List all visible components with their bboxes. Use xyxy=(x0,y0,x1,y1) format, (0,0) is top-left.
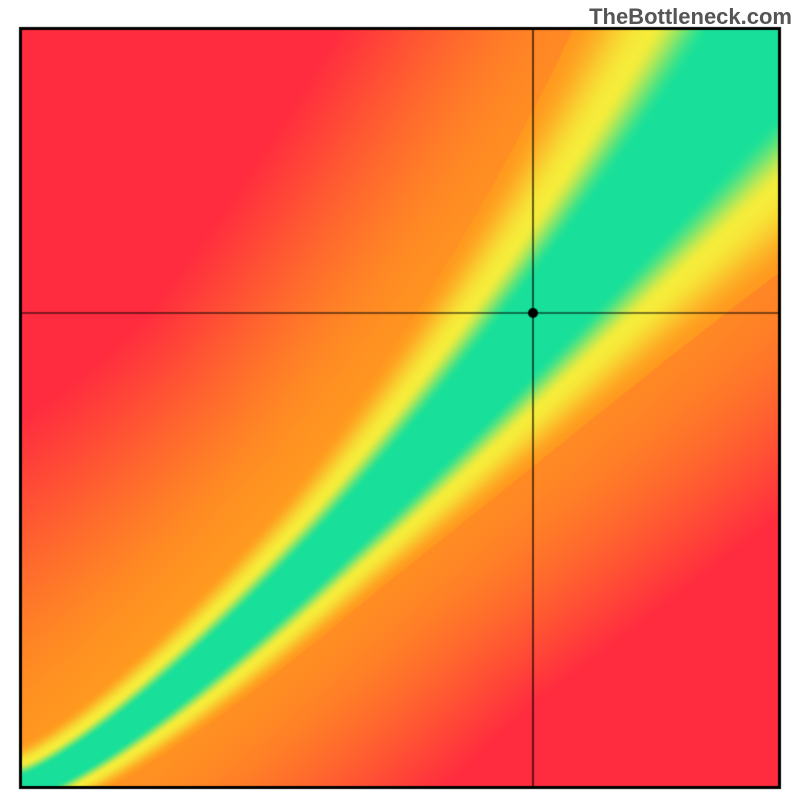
bottleneck-heatmap xyxy=(0,0,800,800)
chart-container: TheBottleneck.com xyxy=(0,0,800,800)
watermark-text: TheBottleneck.com xyxy=(589,4,792,30)
